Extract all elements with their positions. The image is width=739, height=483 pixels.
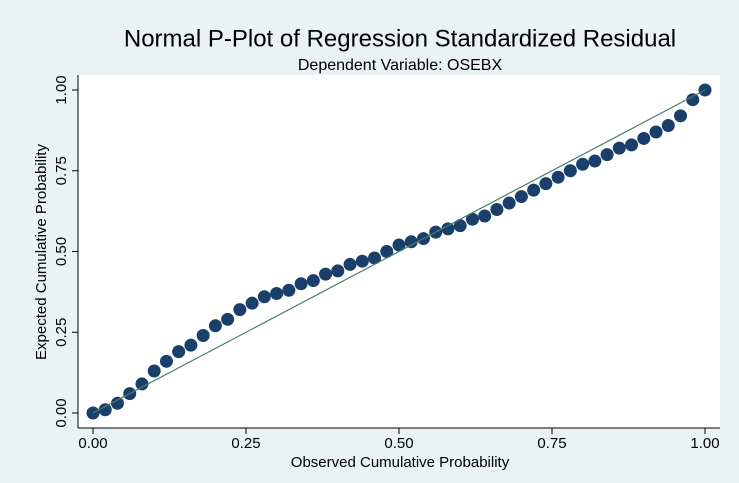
chart-subtitle: Dependent Variable: OSEBX xyxy=(298,57,503,74)
x-tick-label: 0.25 xyxy=(231,435,260,452)
x-tick-label: 1.00 xyxy=(690,435,719,452)
data-point xyxy=(649,125,663,139)
y-axis-label: Expected Cumulative Probability xyxy=(33,144,50,360)
data-point xyxy=(453,219,467,233)
data-point xyxy=(465,212,479,226)
y-tick-label: 0.50 xyxy=(53,237,70,266)
data-point xyxy=(514,190,528,204)
x-axis-label: Observed Cumulative Probability xyxy=(291,454,510,471)
data-point xyxy=(159,354,173,368)
data-point xyxy=(98,403,112,417)
x-tick-label: 0.00 xyxy=(78,435,107,452)
data-point xyxy=(221,312,235,326)
chart-title: Normal P-Plot of Regression Standardized… xyxy=(124,25,676,52)
data-point xyxy=(674,109,688,123)
data-point xyxy=(686,93,700,107)
data-point xyxy=(282,283,296,297)
data-point xyxy=(588,154,602,168)
data-point xyxy=(490,203,504,217)
y-tick-label: 0.00 xyxy=(53,398,70,427)
data-point xyxy=(147,364,161,378)
data-point xyxy=(319,267,333,281)
data-point xyxy=(625,138,639,152)
data-point xyxy=(196,328,210,342)
data-point xyxy=(172,345,186,359)
data-point xyxy=(441,222,455,236)
data-point xyxy=(257,290,271,304)
data-point xyxy=(208,319,222,333)
data-point xyxy=(478,209,492,223)
data-point xyxy=(380,245,394,258)
data-point xyxy=(294,277,308,291)
reference-line xyxy=(92,89,706,414)
y-tick-label: 1.00 xyxy=(53,75,70,104)
data-point xyxy=(233,303,247,317)
data-point xyxy=(563,164,577,178)
data-point xyxy=(135,377,149,391)
data-point xyxy=(600,148,614,162)
data-point xyxy=(245,296,259,310)
data-point xyxy=(343,257,357,271)
data-point xyxy=(306,274,320,288)
data-point xyxy=(502,196,516,210)
data-point xyxy=(404,235,418,249)
data-point xyxy=(661,119,675,133)
data-point xyxy=(355,254,369,268)
data-point xyxy=(331,264,345,278)
data-point xyxy=(612,141,626,155)
data-point xyxy=(270,286,284,300)
y-tick-label: 0.75 xyxy=(53,156,70,185)
data-point xyxy=(368,251,382,265)
data-point xyxy=(551,170,565,184)
data-point xyxy=(539,177,553,191)
x-tick-label: 0.50 xyxy=(384,435,413,452)
data-point xyxy=(576,157,590,171)
y-tick-label: 0.25 xyxy=(53,318,70,347)
data-point xyxy=(184,338,198,352)
data-point xyxy=(637,131,651,145)
x-tick-label: 0.75 xyxy=(537,435,566,452)
data-point xyxy=(110,396,124,410)
data-point xyxy=(392,238,406,252)
data-point xyxy=(527,183,541,197)
